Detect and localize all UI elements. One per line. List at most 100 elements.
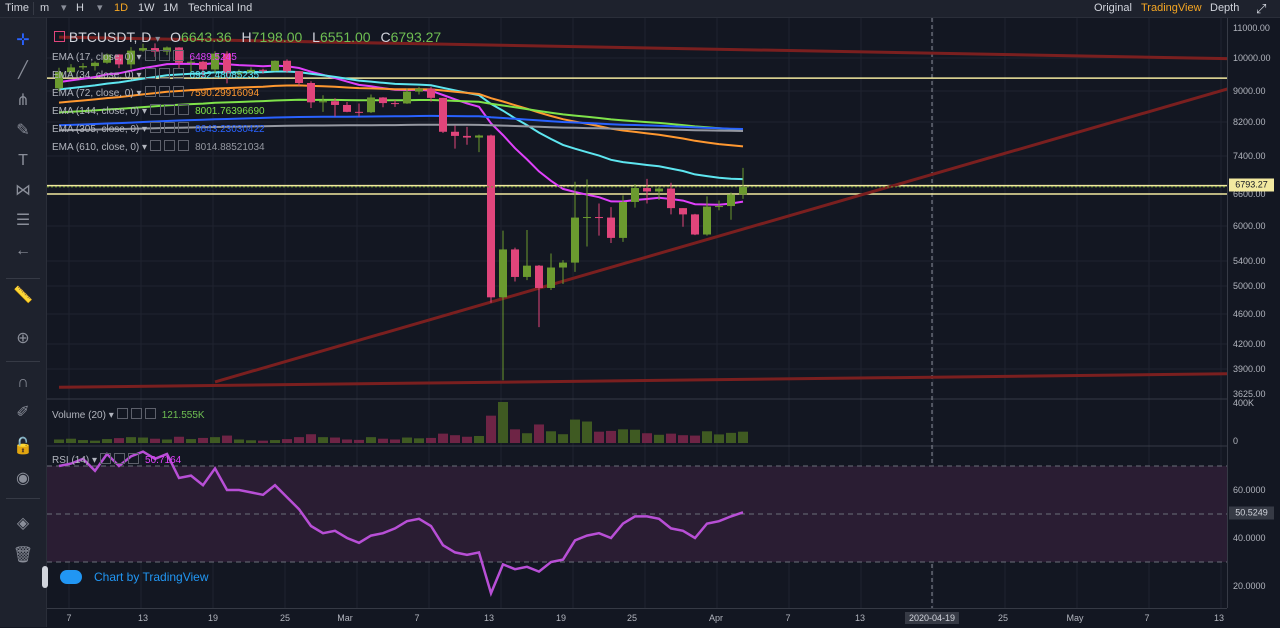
- time-button[interactable]: Time: [5, 2, 30, 14]
- rsi-value: 50.7164: [145, 455, 182, 466]
- layers-icon[interactable]: ◈: [16, 515, 30, 532]
- volume-bar: [666, 433, 676, 443]
- symbol-name[interactable]: BTCUSDT, D: [68, 29, 152, 45]
- open-value: 6643.36: [181, 29, 232, 45]
- volume-bar: [606, 430, 616, 443]
- volume-bar: [78, 440, 88, 443]
- trash-icon[interactable]: 🗑: [12, 547, 34, 564]
- back-arrow-icon[interactable]: ←: [15, 242, 31, 259]
- hours-dropdown[interactable]: H: [76, 2, 84, 14]
- zoom-icon[interactable]: ⊕: [16, 330, 30, 347]
- candle-body: [55, 72, 63, 89]
- candle-body: [343, 104, 351, 112]
- volume-bar: [282, 439, 292, 443]
- rsi-legend[interactable]: RSI (14) ▾ 50.7164: [52, 453, 182, 466]
- time-tick: 25: [626, 613, 638, 623]
- trendline-icon[interactable]: ╱: [18, 62, 28, 79]
- minutes-dropdown[interactable]: m: [40, 2, 50, 14]
- drawing-toolbar: ✛ ╱ ⋔ ✎ T ⋈ ☰ ← 📏 ⊕ ∩ ✐ 🔓 ◉ ◈ 🗑: [0, 18, 48, 627]
- depth-view-button[interactable]: Depth: [1210, 2, 1240, 14]
- price-tick: 4200.00: [1233, 339, 1266, 349]
- volume-bar: [414, 438, 424, 443]
- candle-body: [427, 88, 435, 98]
- candle-body: [631, 188, 639, 202]
- brush-icon[interactable]: ✎: [16, 122, 30, 139]
- pitchfork-icon[interactable]: ⋔: [16, 92, 30, 109]
- pattern-icon[interactable]: ⋈: [15, 182, 31, 199]
- tradingview-watermark[interactable]: Chart by TradingView: [60, 570, 209, 584]
- volume-tick: 400K: [1233, 398, 1255, 408]
- candle-body: [295, 71, 303, 83]
- candle-body: [259, 69, 267, 71]
- lock-icon[interactable]: 🔓: [13, 438, 33, 455]
- collapse-legend-icon[interactable]: [54, 31, 65, 42]
- panel-scroll-handle[interactable]: [42, 566, 48, 588]
- volume-bar: [246, 440, 256, 443]
- ema-144-legend[interactable]: EMA (144, close, 0) ▾ 8001.76396690: [52, 104, 265, 117]
- ema-72-legend[interactable]: EMA (72, close, 0) ▾ 7590.29916094: [52, 86, 260, 99]
- volume-bar: [174, 436, 184, 443]
- candle-body: [247, 69, 255, 73]
- technical-indicators-button[interactable]: Technical Ind: [188, 2, 253, 14]
- price-chart[interactable]: [47, 18, 1227, 608]
- close-icon: [144, 408, 156, 419]
- volume-bar: [474, 435, 484, 443]
- candle-body: [703, 206, 711, 235]
- time-tick: May: [1066, 613, 1084, 623]
- candle-body: [199, 61, 207, 70]
- close-value: 6793.27: [390, 29, 442, 45]
- ruler-icon[interactable]: 📏: [13, 287, 33, 304]
- price-tick: 11000.00: [1233, 23, 1270, 33]
- candle-body: [583, 217, 591, 219]
- price-tick: 5400.00: [1233, 256, 1266, 266]
- ema-305-legend[interactable]: EMA (305, close, 0) ▾ 8643.23030422: [52, 122, 265, 135]
- volume-legend[interactable]: Volume (20) ▾ 121.555K: [52, 408, 205, 421]
- time-tick: Mar: [337, 613, 353, 623]
- candle-body: [67, 67, 75, 73]
- close-icon: [172, 86, 184, 97]
- volume-bar: [390, 439, 400, 443]
- price-tick: 6000.00: [1233, 221, 1266, 231]
- ema-610-legend[interactable]: EMA (610, close, 0) ▾ 8014.88521034: [52, 140, 265, 153]
- candle-body: [439, 97, 447, 132]
- volume-bar: [306, 434, 316, 443]
- candle-body: [739, 186, 747, 195]
- volume-bar: [510, 429, 520, 443]
- eye-icon: [144, 68, 156, 79]
- rsi-value-tag: 50.5249: [1229, 506, 1274, 520]
- tradingview-view-button[interactable]: TradingView: [1141, 2, 1202, 14]
- volume-bar: [366, 437, 376, 443]
- ema-72-value: 7590.29916094: [189, 88, 260, 99]
- interval-1d-button[interactable]: 1D: [114, 2, 129, 14]
- candle-body: [79, 66, 87, 68]
- time-tick: 7: [414, 613, 420, 623]
- tool-divider: [6, 278, 40, 279]
- text-icon[interactable]: T: [18, 152, 28, 169]
- volume-bar: [738, 431, 748, 443]
- interval-1m-button[interactable]: 1M: [163, 2, 179, 14]
- ema-34-legend[interactable]: EMA (34, close, 0) ▾ 6932.48085235: [52, 68, 260, 81]
- chevron-down-icon[interactable]: ▾: [97, 2, 103, 14]
- magnet-icon[interactable]: ∩: [17, 374, 29, 391]
- rsi-tick: 40.0000: [1233, 533, 1266, 543]
- interval-1w-button[interactable]: 1W: [138, 2, 155, 14]
- trendline: [58, 372, 1227, 389]
- crosshair-icon[interactable]: ✛: [16, 32, 30, 49]
- volume-bar: [330, 437, 340, 443]
- candle-body: [619, 201, 627, 238]
- volume-bar: [594, 431, 604, 443]
- fullscreen-icon[interactable]: ⤢: [1256, 1, 1267, 16]
- eye-icon[interactable]: ◉: [16, 470, 30, 487]
- chevron-down-icon[interactable]: ▾: [155, 34, 161, 45]
- lock-drawing-icon[interactable]: ✐: [16, 404, 30, 421]
- original-view-button[interactable]: Original: [1094, 2, 1132, 14]
- volume-bar: [558, 434, 568, 443]
- close-icon: [172, 50, 184, 61]
- volume-tick: 0: [1233, 436, 1239, 446]
- low-label: L: [312, 29, 320, 45]
- prediction-icon[interactable]: ☰: [15, 212, 31, 229]
- candle-body: [367, 97, 375, 113]
- chevron-down-icon[interactable]: ▾: [61, 2, 67, 14]
- volume-bar: [498, 402, 508, 443]
- ema-17-legend[interactable]: EMA (17, close, 0) ▾ 6489.5245: [52, 50, 237, 63]
